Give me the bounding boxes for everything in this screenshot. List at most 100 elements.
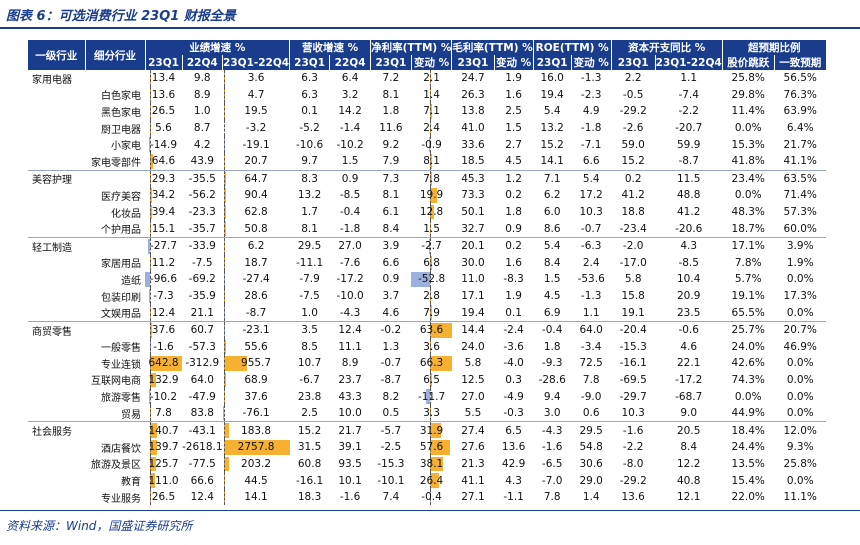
header-row-sub: 23Q1 22Q4 23Q1-22Q4 23Q1 22Q4 23Q1 变动 % … (28, 55, 827, 70)
l1-industry-cell (28, 388, 85, 405)
zero-line (149, 203, 151, 221)
zero-line (224, 271, 226, 288)
data-cell: -47.9 (188, 390, 216, 403)
data-cell: 73.3 (461, 189, 485, 202)
cell-value: 955.7 (241, 357, 272, 370)
bar-cell: 19.5 (223, 103, 290, 120)
data-cell: 42.9 (501, 457, 526, 470)
data-cell: 4.9 (582, 105, 600, 118)
bar-cell: 64.6 (145, 152, 182, 170)
data-cell: -6.3 (571, 236, 612, 255)
value-bar (429, 255, 433, 271)
data-cell: 0.1 (301, 105, 318, 118)
l1-industry-cell: 美容护理 (28, 169, 85, 188)
data-cell: -1.6 (339, 491, 361, 504)
data-cell: 10.3 (621, 407, 645, 420)
cell-value: 62.8 (244, 206, 268, 219)
bar-cell: 50.8 (223, 220, 290, 237)
zero-line (224, 238, 226, 255)
bar-cell: -23.1 (222, 320, 290, 339)
sub-header: 23Q1-22Q4 (655, 55, 723, 70)
data-cell: -2.4 (494, 320, 534, 339)
table-row: 社会服务 140.7 -43.1 183.8 15.2 21.7 -5.7 31.9 27.4 6… (28, 421, 827, 440)
data-cell: 17.1% (722, 236, 775, 255)
data-cell: -10.2 (336, 138, 364, 151)
table-row: 黑色家电 26.5 1.0 19.5 0.1 14.2 1.8 7.1 13.8 2.5 5.4 4.… (28, 103, 826, 120)
data-cell: -77.5 (188, 457, 216, 470)
l1-industry-cell (28, 456, 85, 473)
value-bar (223, 272, 225, 287)
l2-industry-cell: 教育 (121, 477, 141, 489)
title-rule (0, 27, 860, 29)
data-cell: 21.3 (461, 457, 485, 470)
data-cell: -0.4 (339, 206, 361, 219)
cell-value: 6.8 (423, 256, 440, 269)
bar-cell: 7.9 (411, 304, 452, 321)
bar-cell: 15.1 (145, 220, 182, 237)
cell-value: -10.2 (149, 390, 178, 403)
cell-value: 31.9 (419, 424, 444, 437)
data-cell: 50.1 (461, 206, 485, 219)
data-cell: 1.8 (382, 105, 400, 118)
l1-industry-cell: 商贸零售 (28, 320, 85, 339)
data-cell: 18.8 (621, 206, 645, 219)
zero-line (149, 472, 151, 489)
cell-value: 63.6 (419, 324, 444, 337)
data-cell: 27.6 (461, 441, 485, 454)
zero-line (149, 322, 151, 339)
l1-industry-cell (28, 405, 85, 422)
data-cell: 48.3% (731, 206, 765, 219)
cell-value: 20.7 (244, 155, 268, 168)
data-cell: 43.9 (190, 155, 214, 168)
sub-header: 23Q1 (611, 55, 656, 70)
l1-industry-cell (28, 136, 85, 153)
data-cell: 41.8% (731, 155, 765, 168)
zero-line (429, 187, 431, 204)
bar-cell: 1.4 (411, 86, 452, 104)
data-cell: 10.0 (338, 407, 362, 420)
bar-cell: 2.1 (411, 70, 452, 87)
zero-line (429, 422, 431, 440)
zero-line (429, 254, 431, 272)
bar-cell: -7.3 (145, 287, 182, 305)
value-bar (429, 188, 437, 203)
bottom-rule (0, 510, 860, 511)
cell-value: -76.1 (242, 407, 270, 420)
value-bar (223, 322, 225, 338)
data-cell: 60.7 (182, 320, 223, 339)
data-cell: -69.5 (619, 373, 647, 386)
data-cell: 43.3 (338, 390, 362, 403)
zero-line (149, 86, 151, 104)
cell-value: 26.5 (151, 491, 176, 504)
l1-industry-cell (28, 271, 85, 288)
col-l1-header: 一级行业 (28, 40, 86, 70)
table-row: 美容护理 29.3 -35.5 64.7 8.3 0.9 7.3 7.8 45.3 1.2 7.1 5… (28, 169, 827, 188)
zero-line (429, 271, 431, 288)
data-cell: 1.8 (543, 340, 561, 353)
zero-line (149, 119, 151, 137)
data-cell: 3.5 (289, 320, 330, 339)
data-cell: 0.0% (734, 122, 762, 135)
value-bar (224, 356, 247, 371)
data-cell: 3.0 (543, 407, 561, 420)
data-cell: 32.7 (461, 222, 485, 235)
data-cell: 15.2 (289, 421, 330, 440)
cell-value: 26.5 (151, 105, 176, 118)
data-cell: 8.1 (301, 222, 318, 235)
cell-value: -1.6 (153, 340, 174, 353)
zero-line (149, 455, 151, 473)
table-row: 家电零部件 64.6 43.9 20.7 9.7 1.5 7.9 8.1 18.5 4.5 14.1… (28, 152, 826, 170)
value-bar (224, 440, 290, 455)
data-cell: 0.0% (786, 306, 814, 319)
data-cell: 5.4 (533, 236, 572, 255)
value-bar (149, 137, 150, 152)
zero-line (224, 455, 226, 473)
data-cell: 66.6 (190, 474, 214, 487)
cell-value: 2.1 (423, 72, 440, 85)
cell-value: 2.8 (423, 290, 440, 303)
data-cell: 13.6 (621, 491, 645, 504)
bar-cell: 57.6 (411, 439, 452, 456)
data-cell: 8.5 (301, 340, 318, 353)
bar-cell: 68.9 (223, 371, 290, 389)
data-cell: 0.5 (382, 407, 400, 420)
